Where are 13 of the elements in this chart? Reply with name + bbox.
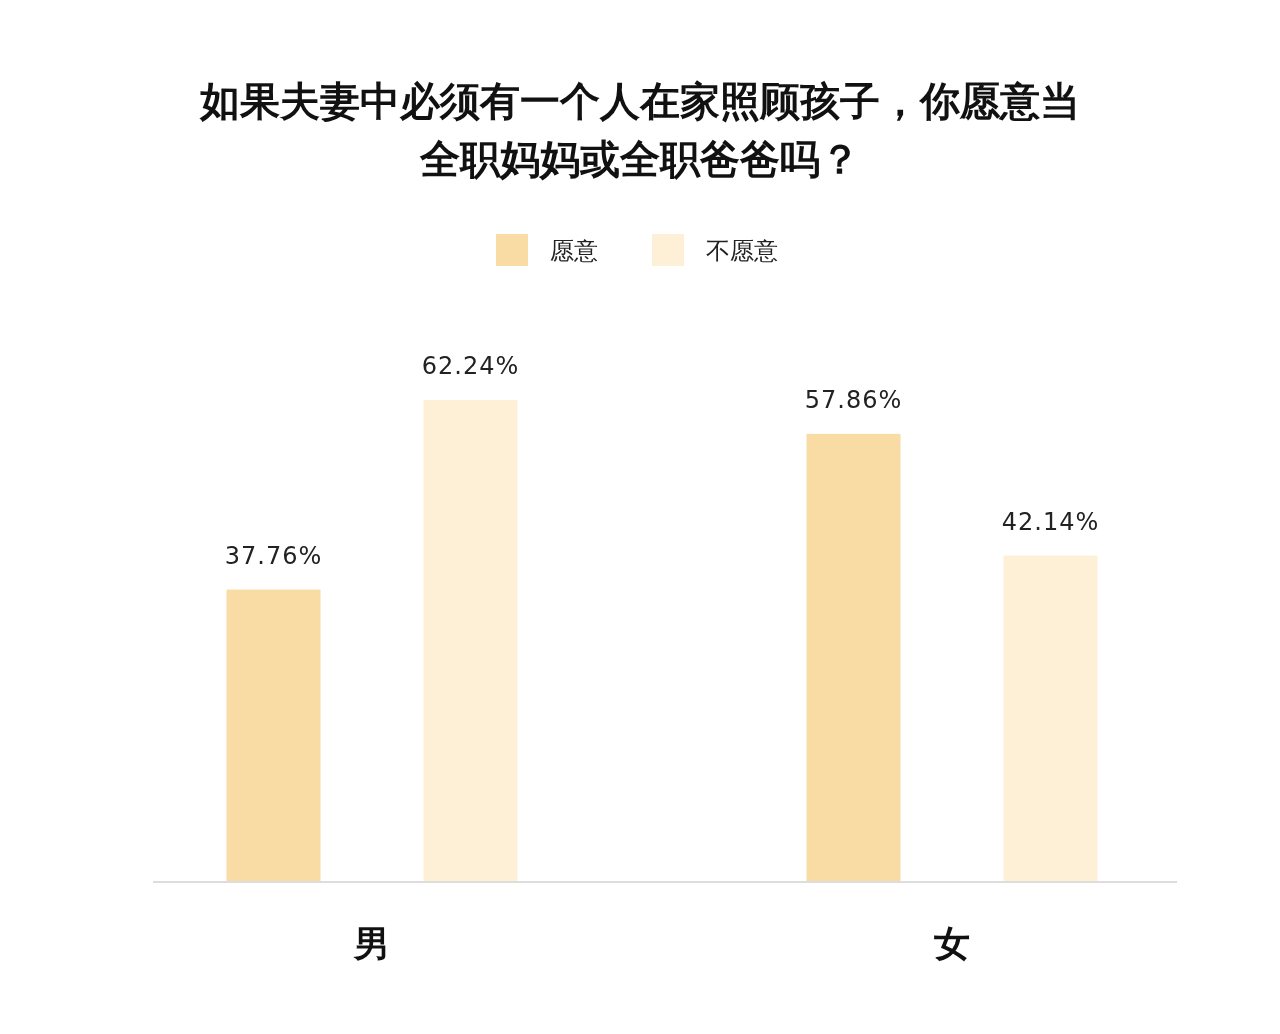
bar bbox=[423, 400, 518, 882]
title: 如果夫妻中必须有一个人在家照顾孩子，你愿意当全职妈妈或全职爸爸吗？ bbox=[200, 78, 1080, 182]
x-tick-label: 男 bbox=[353, 923, 390, 964]
bar bbox=[1003, 555, 1098, 882]
data-label: 62.24% bbox=[421, 352, 520, 380]
bar bbox=[806, 433, 901, 882]
data-label: 37.76% bbox=[224, 541, 323, 570]
legend-label: 不愿意 bbox=[706, 237, 778, 265]
legend-label: 愿意 bbox=[550, 237, 598, 265]
data-label: 57.86% bbox=[804, 385, 903, 414]
data-label: 42.14% bbox=[1001, 507, 1100, 536]
x-tick-label: 女 bbox=[934, 923, 970, 964]
bar bbox=[226, 589, 321, 882]
